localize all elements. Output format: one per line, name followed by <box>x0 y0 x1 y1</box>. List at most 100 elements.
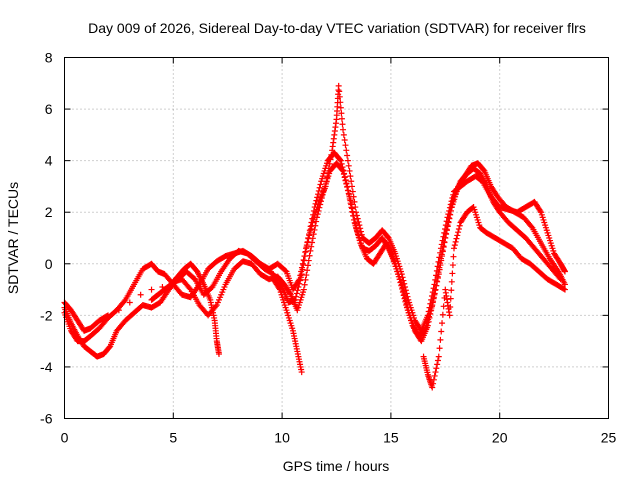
data-point <box>439 320 446 327</box>
data-point <box>404 293 411 300</box>
data-point <box>528 223 535 230</box>
chart-title: Day 009 of 2026, Sidereal Day-to-day VTE… <box>88 20 586 36</box>
data-point <box>346 191 353 198</box>
data-point <box>449 262 456 269</box>
data-point <box>303 245 310 252</box>
data-point <box>186 285 193 292</box>
data-point <box>307 229 314 236</box>
data-point <box>448 287 455 294</box>
data-point <box>317 181 324 188</box>
data-point <box>354 215 361 222</box>
data-point <box>343 180 350 187</box>
data-point <box>348 178 355 185</box>
data-point <box>298 268 305 275</box>
x-tick-label: 20 <box>492 430 508 446</box>
data-point <box>430 376 437 383</box>
y-tick-label: 0 <box>45 256 53 272</box>
data-point <box>300 286 307 293</box>
data-point <box>429 289 436 296</box>
data-point <box>340 126 347 133</box>
data-point <box>340 167 347 174</box>
data-point <box>304 238 311 245</box>
data-point <box>315 187 322 194</box>
data-point <box>434 361 441 368</box>
data-point <box>343 147 350 154</box>
x-tick-label: 25 <box>601 430 617 446</box>
data-point <box>442 225 449 232</box>
data-point <box>439 253 446 260</box>
data-point <box>344 157 351 164</box>
data-point <box>451 242 458 249</box>
data-point <box>451 245 458 252</box>
data-point <box>336 88 343 95</box>
data-point <box>446 207 453 214</box>
x-axis-label: GPS time / hours <box>283 458 390 474</box>
data-point <box>433 365 440 372</box>
data-point <box>445 211 452 218</box>
data-point <box>126 299 133 306</box>
x-tick-label: 0 <box>61 430 69 446</box>
data-point <box>432 369 439 376</box>
data-point <box>425 308 432 315</box>
data-point <box>430 380 437 387</box>
data-point <box>346 167 353 174</box>
data-point <box>341 137 348 144</box>
data-point <box>353 212 360 219</box>
data-point <box>452 238 459 245</box>
data-point <box>439 311 446 318</box>
data-point <box>436 266 443 273</box>
data-point <box>337 157 344 164</box>
data-point <box>303 272 310 279</box>
y-tick-label: 8 <box>45 50 53 66</box>
data-point <box>337 104 344 111</box>
data-point <box>305 235 312 242</box>
data-point <box>456 222 463 229</box>
data-point <box>449 195 456 202</box>
data-point <box>148 286 155 293</box>
data-point <box>430 285 437 292</box>
data-point <box>402 287 409 294</box>
data-point <box>435 353 442 360</box>
data-point <box>336 93 343 100</box>
data-point <box>345 187 352 194</box>
data-point <box>282 267 289 274</box>
data-point <box>429 384 436 391</box>
data-point <box>349 183 356 190</box>
data-point <box>325 165 332 172</box>
data-point <box>300 256 307 263</box>
data-point <box>349 188 356 195</box>
data-point <box>439 237 446 244</box>
data-point <box>298 264 305 271</box>
data-point <box>346 195 353 202</box>
data-point <box>433 267 440 274</box>
data-point <box>347 173 354 180</box>
data-point <box>326 160 333 167</box>
data-point <box>295 277 302 284</box>
y-tick-label: -4 <box>40 359 53 375</box>
data-point <box>316 184 323 191</box>
data-point <box>439 248 446 255</box>
data-point <box>341 170 348 177</box>
data-point <box>121 298 128 305</box>
data-point <box>427 300 434 307</box>
data-point <box>299 260 306 267</box>
data-point <box>286 290 293 297</box>
plot-frame <box>64 57 609 419</box>
data-point <box>455 225 462 232</box>
data-point <box>434 357 441 364</box>
data-point <box>444 214 451 221</box>
x-tick-label: 5 <box>169 430 177 446</box>
data-point <box>340 131 347 138</box>
data-point <box>448 278 455 285</box>
data-point <box>304 267 311 274</box>
data-point <box>448 198 455 205</box>
data-point <box>450 253 457 260</box>
data-point <box>422 325 429 332</box>
data-point <box>437 249 444 256</box>
data-point <box>437 245 444 252</box>
data-point <box>400 277 407 284</box>
data-point <box>561 268 568 275</box>
data-point <box>442 222 449 229</box>
y-tick-label: -2 <box>40 307 53 323</box>
y-tick-label: 4 <box>45 153 53 169</box>
